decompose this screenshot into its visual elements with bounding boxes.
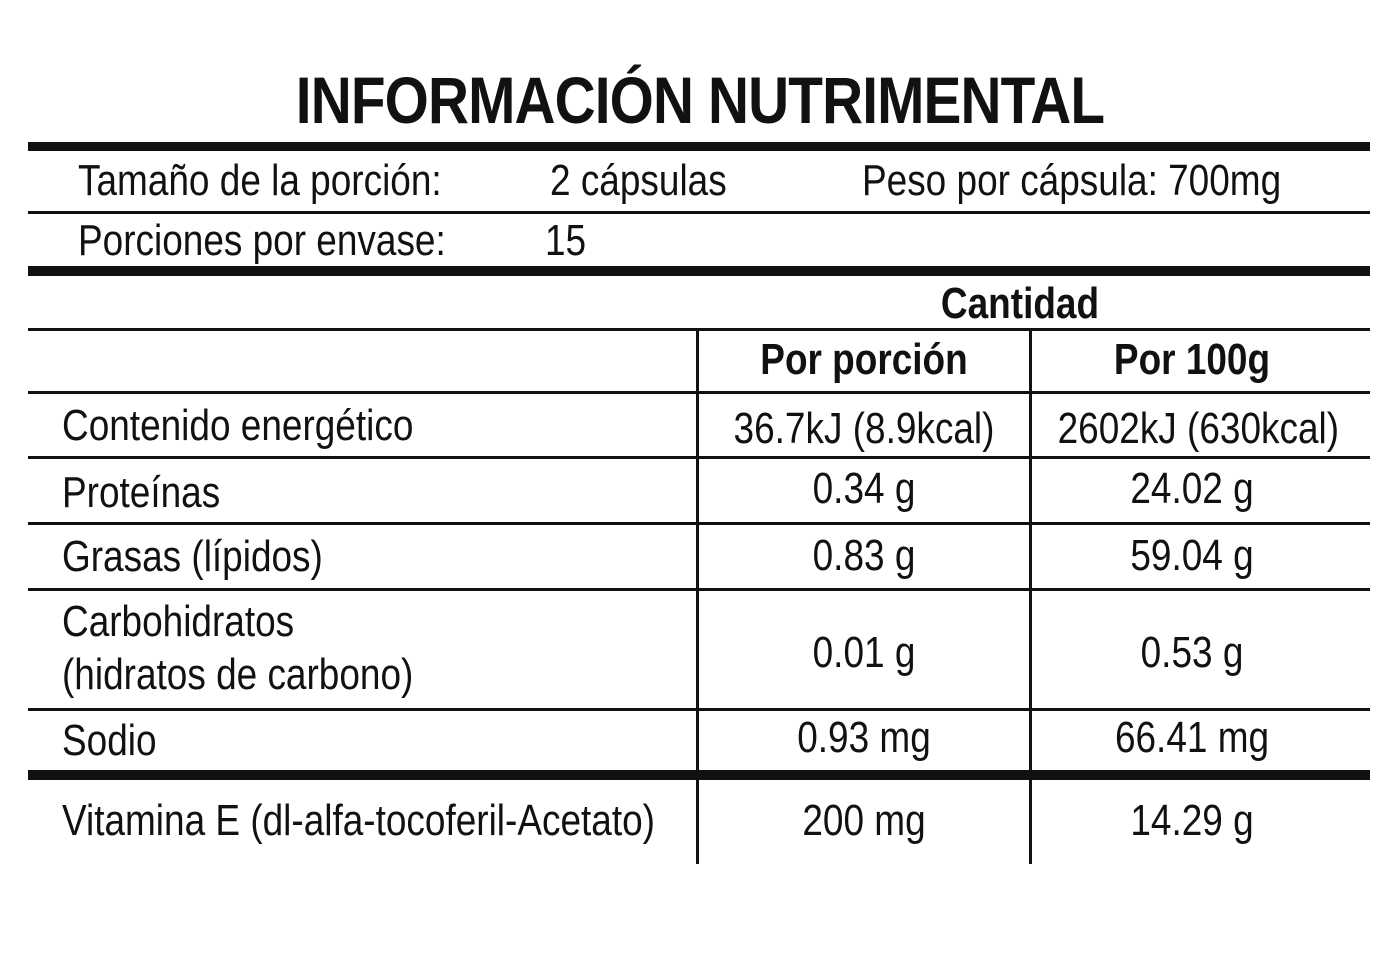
nutrient-name-protein: Proteínas [62, 468, 221, 517]
nutrient-per-100g-vitamin-e: 14.29 g [1130, 796, 1254, 845]
servings-per-container-value: 15 [545, 216, 587, 265]
column-divider-left [696, 331, 699, 864]
nutrient-name-vitamin-e: Vitamina E (dl-alfa-tocoferil-Acetato) [62, 796, 655, 845]
nutrient-per-100g-sodium: 66.41 mg [1114, 713, 1270, 762]
nutrient-per-serving-protein: 0.34 g [812, 464, 916, 513]
divider-header-thick [28, 266, 1370, 276]
serving-size-value: 2 cápsulas [550, 156, 727, 205]
nutrient-name-sodium: Sodio [62, 716, 157, 765]
nutrient-per-100g-protein: 24.02 g [1130, 464, 1254, 513]
servings-per-container-label: Porciones por envase: [78, 216, 446, 265]
nutrient-per-100g-energy: 2602kJ (630kcal) [1057, 404, 1340, 453]
divider-columns [28, 391, 1370, 394]
nutrient-name-carbs-line2: (hidratos de carbono) [62, 650, 414, 699]
nutrient-per-100g-fat: 59.04 g [1130, 531, 1254, 580]
divider-quantity [28, 328, 1370, 331]
nutrient-per-serving-sodium: 0.93 mg [797, 713, 931, 762]
divider-row-2 [28, 522, 1370, 525]
nutrient-name-energy: Contenido energético [62, 401, 414, 450]
column-divider-right [1029, 331, 1032, 864]
divider-row-5-thick [28, 770, 1370, 780]
per-serving-header: Por porción [760, 335, 968, 384]
page-title: INFORMACIÓN NUTRIMENTAL [295, 63, 1105, 137]
capsule-weight: Peso por cápsula: 700mg [862, 156, 1282, 205]
per-100g-header: Por 100g [1113, 335, 1271, 384]
nutrient-per-serving-vitamin-e: 200 mg [802, 796, 926, 845]
divider-serving [28, 211, 1370, 214]
divider-row-1 [28, 456, 1370, 459]
divider-row-4 [28, 708, 1370, 711]
divider-top [28, 142, 1370, 151]
divider-row-3 [28, 588, 1370, 591]
nutrient-per-serving-fat: 0.83 g [812, 531, 916, 580]
nutrient-per-serving-carbs: 0.01 g [812, 628, 916, 677]
nutrient-per-serving-energy: 36.7kJ (8.9kcal) [733, 404, 995, 453]
quantity-header: Cantidad [940, 279, 1100, 328]
nutrient-name-carbs: Carbohidratos [62, 597, 295, 646]
serving-size-label: Tamaño de la porción: [78, 156, 442, 205]
nutrient-name-fat: Grasas (lípidos) [62, 532, 323, 581]
nutrient-per-100g-carbs: 0.53 g [1140, 628, 1244, 677]
